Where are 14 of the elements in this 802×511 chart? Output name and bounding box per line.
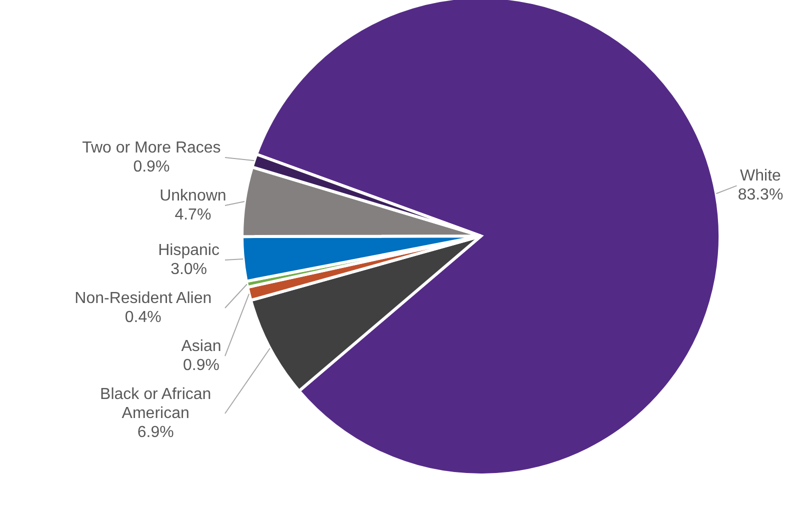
data-label: 3.0% [170,261,208,278]
slice-label: Non-Resident Alien [74,290,212,308]
slice-label: Unknown [160,187,226,204]
slice-label: Asian [181,338,222,356]
slice-label: Two or More Races [82,139,221,156]
slice-label: Black or African American [100,386,212,422]
slice-label: Hispanic [158,242,220,260]
slice-label: White [740,168,782,185]
data-label: 4.7% [174,206,212,224]
data-label: 0.4% [124,309,162,326]
data-label: 83.3% [738,186,784,204]
data-label: 6.9% [137,424,174,442]
data-label: 0.9% [133,158,170,176]
data-label: 0.9% [183,357,220,374]
